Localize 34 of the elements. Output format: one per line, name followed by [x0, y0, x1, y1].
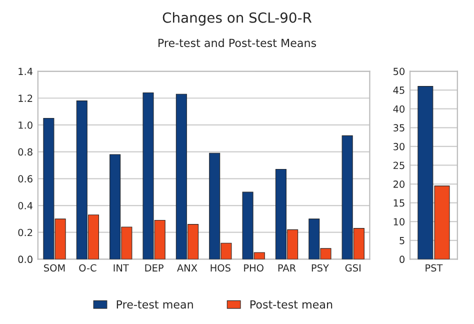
y-tick-label: 0 [400, 256, 405, 264]
x-tick-label: DEP [145, 264, 164, 272]
y-tick-label: 35 [394, 124, 404, 132]
y-tick-label: 25 [393, 162, 404, 170]
legend-label: Post-test mean [250, 300, 332, 309]
x-tick-label: PHO [244, 264, 264, 272]
chart-title: Changes on SCL-90-R [162, 12, 312, 26]
x-tick-label: HOS [210, 264, 230, 272]
y-tick-label: 10 [394, 218, 405, 226]
x-tick-label: O-C [79, 264, 96, 272]
y-tick-label: 0.4 [18, 202, 33, 210]
y-tick-label: 0.6 [18, 175, 32, 182]
x-tick-label: PST [426, 264, 443, 272]
y-tick-label: 40 [393, 105, 405, 113]
y-tick-label: 1.2 [18, 94, 32, 102]
y-tick-label: 20 [393, 180, 405, 188]
x-tick-label: INT [114, 264, 129, 272]
x-tick-label: GSI [345, 264, 360, 272]
chart-subtitle: Pre-test and Post-test Means [158, 38, 316, 48]
y-tick-label: 0.2 [18, 228, 32, 236]
y-tick-label: 45 [393, 86, 404, 94]
x-tick-label: PSY [312, 264, 329, 272]
y-tick-label: 30 [394, 142, 405, 150]
y-tick-label: 50 [394, 68, 405, 76]
y-tick-label: 1.0 [18, 121, 32, 129]
x-tick-label: ANX [177, 264, 198, 272]
legend-label: Pre-test mean [116, 300, 193, 309]
y-tick-label: 0.0 [18, 256, 32, 264]
y-tick-label: 5 [400, 237, 404, 244]
y-tick-label: 0.8 [18, 148, 32, 156]
y-tick-label: 1.4 [18, 68, 33, 75]
x-tick-label: SOM [44, 264, 65, 272]
y-tick-label: 15 [394, 199, 404, 207]
x-tick-label: PAR [278, 264, 296, 272]
